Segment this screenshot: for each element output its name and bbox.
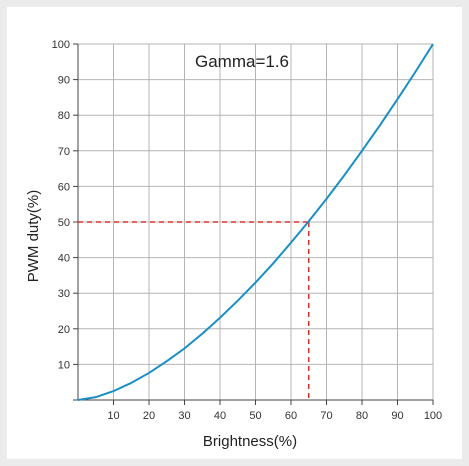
x-tick-label: 50	[249, 410, 261, 422]
y-tick-label: 10	[58, 359, 70, 371]
tick-labels: 10 20 30 40 50 60 70 80 90 100 10 20 30 40 50 60 70 80 90 1…	[52, 39, 443, 422]
reference-lines	[78, 221, 310, 400]
x-tick-label: 10	[107, 410, 119, 422]
y-tick-label: 30	[58, 288, 70, 300]
y-tick-label: 100	[52, 39, 70, 51]
y-tick-label: 40	[58, 253, 70, 265]
series-group	[77, 43, 434, 401]
y-axis-label: PWM duty(%)	[25, 190, 42, 283]
y-tick-label: 80	[58, 110, 70, 122]
y-tick-label: 50	[58, 217, 70, 229]
gamma-chart: 10 20 30 40 50 60 70 80 90 100 10 20 30 40 50 60 70 80 90 1…	[25, 39, 443, 450]
x-tick-label: 40	[214, 410, 226, 422]
x-tick-label: 80	[356, 410, 368, 422]
grid	[78, 43, 434, 400]
x-tick-label: 90	[391, 410, 403, 422]
y-tick-label: 70	[58, 146, 70, 158]
x-tick-label: 20	[143, 410, 155, 422]
x-axis-label: Brightness(%)	[203, 433, 297, 450]
chart-container: 10 20 30 40 50 60 70 80 90 100 10 20 30 40 50 60 70 80 90 1…	[7, 7, 462, 459]
gamma-curve	[77, 43, 434, 401]
y-tick-label: 90	[58, 75, 70, 87]
x-tick-label: 30	[178, 410, 190, 422]
axes	[73, 43, 434, 405]
y-tick-label: 60	[58, 181, 70, 193]
x-tick-label: 70	[320, 410, 332, 422]
x-tick-label: 60	[285, 410, 297, 422]
y-tick-label: 20	[58, 324, 70, 336]
x-tick-label: 100	[424, 410, 442, 422]
gamma-annotation: Gamma=1.6	[195, 52, 289, 71]
